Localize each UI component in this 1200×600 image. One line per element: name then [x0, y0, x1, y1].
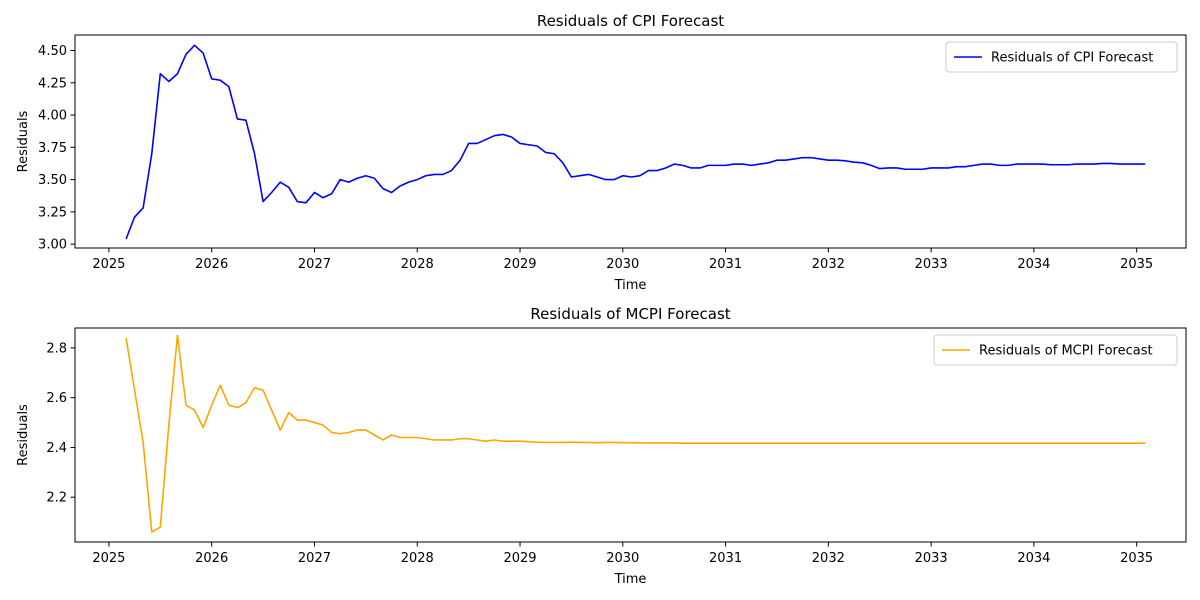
legend-label: Residuals of CPI Forecast [991, 51, 1153, 66]
x-tick-label: 2034 [1017, 257, 1050, 272]
series-line-1 [125, 334, 1146, 533]
series-line-1 [125, 44, 1146, 240]
y-tick-label: 4.00 [38, 109, 67, 124]
x-axis-label: Time [614, 572, 647, 587]
x-tick-label: 2033 [915, 257, 948, 272]
x-tick-label: 2028 [401, 257, 434, 272]
y-tick-label: 2.2 [46, 491, 67, 506]
x-tick-label: 2030 [606, 257, 639, 272]
y-tick-label: 3.75 [38, 141, 67, 156]
x-tick-label: 2035 [1120, 257, 1153, 272]
x-axis-label: Time [614, 278, 647, 293]
y-tick-label: 3.00 [38, 238, 67, 253]
x-tick-label: 2029 [503, 257, 536, 272]
x-tick-label: 2034 [1017, 551, 1050, 566]
y-axis-label: Residuals [16, 404, 31, 466]
y-tick-label: 2.6 [46, 391, 67, 406]
y-tick-label: 2.4 [46, 441, 67, 456]
chart-panel-2: Residuals of MCPI Forecast 2025 2026 2027 20… [16, 305, 1187, 587]
x-tick-label: 2027 [298, 551, 331, 566]
x-tick-label: 2031 [709, 257, 742, 272]
y-axis-label: Residuals [16, 110, 31, 172]
legend: Residuals of MCPI Forecast [933, 334, 1178, 366]
x-tick-label: 2027 [298, 257, 331, 272]
legend-box [933, 334, 1178, 366]
x-tick-label: 2035 [1120, 551, 1153, 566]
x-tick-label: 2025 [92, 551, 125, 566]
legend-box [945, 41, 1178, 73]
y-tick-label: 4.25 [38, 76, 67, 91]
y-tick-label: 3.25 [38, 205, 67, 220]
y-tick-label: 2.8 [46, 341, 67, 356]
x-tick-label: 2032 [812, 257, 845, 272]
legend-label: Residuals of MCPI Forecast [979, 344, 1153, 359]
chart-title: Residuals of MCPI Forecast [530, 305, 730, 323]
x-tick-label: 2029 [503, 551, 536, 566]
x-tick-label: 2032 [812, 551, 845, 566]
plot-frame [74, 34, 1187, 249]
x-tick-label: 2033 [915, 551, 948, 566]
y-tick-label: 4.50 [38, 44, 67, 59]
x-tick-label: 2031 [709, 551, 742, 566]
plot-frame [74, 327, 1187, 543]
x-tick-label: 2030 [606, 551, 639, 566]
x-tick-label: 2025 [92, 257, 125, 272]
x-tick-label: 2026 [195, 257, 228, 272]
x-tick-label: 2028 [401, 551, 434, 566]
chart-panel-1: Residuals of CPI Forecast 2025 2026 2027 202… [16, 12, 1187, 293]
legend: Residuals of CPI Forecast [945, 41, 1178, 73]
x-tick-label: 2026 [195, 551, 228, 566]
chart-title: Residuals of CPI Forecast [537, 12, 724, 30]
y-tick-label: 3.50 [38, 173, 67, 188]
